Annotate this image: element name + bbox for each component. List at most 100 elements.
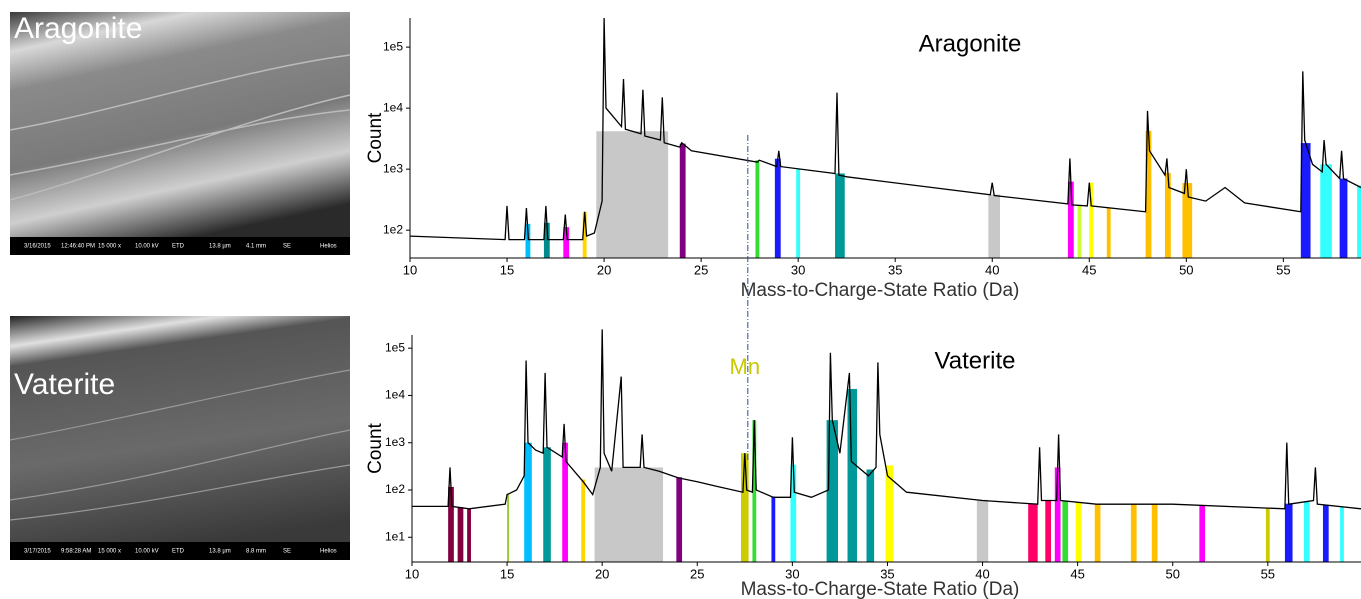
range-band (771, 496, 776, 562)
y-tick-label: 1e2 (385, 482, 405, 496)
image-info: 3/16/2015 (24, 244, 51, 250)
range-band (467, 508, 471, 562)
sem-image (9, 12, 351, 255)
range-band (676, 477, 683, 562)
x-tick-label: 25 (694, 262, 708, 277)
range-band (525, 223, 531, 258)
range-band (755, 160, 760, 258)
image-label: Vaterite (14, 368, 115, 401)
x-tick-label: 15 (500, 262, 514, 277)
range-band (1164, 172, 1171, 258)
x-tick-label: 50 (1165, 566, 1179, 581)
info-bar (10, 542, 350, 560)
x-tick-label: 35 (888, 262, 902, 277)
chart-title: Vaterite (935, 347, 1016, 374)
x-tick-label: 50 (1179, 262, 1193, 277)
chart-title: Aragonite (919, 30, 1022, 57)
range-band (741, 453, 749, 562)
y-tick-label: 1e5 (385, 340, 405, 354)
y-axis-label: Count (365, 112, 386, 163)
x-tick-label: 25 (690, 566, 704, 581)
sem-image (9, 316, 351, 560)
range-band (1062, 500, 1069, 562)
x-tick-label: 40 (985, 262, 999, 277)
image-info: 4.1 mm (246, 244, 266, 250)
range-band (1067, 181, 1074, 258)
range-band (1284, 503, 1293, 562)
range-band (563, 227, 570, 258)
range-band (679, 143, 686, 258)
range-band (988, 194, 1001, 258)
x-tick-label: 20 (597, 262, 611, 277)
range-band (1077, 205, 1082, 258)
x-axis-label: Mass-to-Charge-State Ratio (Da) (741, 280, 1020, 301)
range-band (796, 168, 801, 258)
range-band (1106, 207, 1111, 258)
x-tick-label: 30 (791, 262, 805, 277)
image-info: 10.00 kV (135, 244, 159, 250)
range-band (543, 447, 551, 562)
range-band (1340, 506, 1344, 562)
annotation-label: Mn (730, 354, 761, 379)
range-band (1265, 508, 1270, 562)
image-info: 15 000 x (98, 244, 121, 250)
range-band (1151, 504, 1158, 562)
y-tick-label: 1e3 (383, 161, 403, 175)
range-band (594, 467, 664, 562)
range-band (1045, 500, 1052, 562)
image-label: Aragonite (14, 12, 142, 45)
range-band (1094, 504, 1101, 562)
x-tick-label: 40 (975, 566, 989, 581)
y-tick-label: 1e1 (385, 529, 405, 543)
streaks (9, 54, 351, 201)
image-info: Helios (320, 549, 337, 555)
x-tick-label: 15 (500, 566, 514, 581)
range-band (774, 158, 781, 258)
range-band (1054, 467, 1061, 562)
image-info: 10.00 kV (135, 549, 159, 555)
x-tick-label: 45 (1070, 566, 1084, 581)
image-info: ETD (172, 549, 185, 555)
image-info: 3/17/2015 (24, 549, 51, 555)
image-info: 13.8 µm (209, 244, 231, 250)
info-bar (10, 237, 350, 255)
range-band (1357, 185, 1361, 258)
range-band (835, 173, 845, 258)
range-band (1339, 178, 1348, 258)
range-band (885, 465, 894, 562)
chart: 10 15 20 25 30 35 40 45 50 55 1e1 1e2 1e3 1e4 1e5 Vater… (365, 135, 1361, 599)
range-band (1322, 504, 1329, 562)
x-tick-label: 30 (785, 566, 799, 581)
image-info: 12:46:40 PM (61, 244, 95, 250)
range-band (790, 464, 797, 562)
range-band (847, 388, 858, 562)
range-band (507, 493, 510, 562)
range-band (752, 420, 757, 562)
y-axis-label: Count (365, 422, 386, 473)
x-tick-label: 20 (595, 566, 609, 581)
range-band (1199, 505, 1206, 562)
image-info: ETD (172, 244, 185, 250)
range-band (1303, 501, 1310, 562)
y-tick-label: 1e3 (385, 435, 405, 449)
spectrum-line (409, 17, 1361, 241)
streaks (9, 369, 351, 521)
range-band (596, 131, 669, 258)
x-tick-label: 55 (1261, 566, 1275, 581)
x-axis-label: Mass-to-Charge-State Ratio (Da) (741, 579, 1020, 599)
range-band (581, 479, 586, 562)
x-tick-label: 35 (880, 566, 894, 581)
y-tick-label: 1e2 (383, 222, 403, 236)
image-info: 13.8 µm (209, 549, 231, 555)
y-tick-label: 1e4 (385, 388, 405, 402)
range-band (866, 469, 875, 562)
image-area (10, 12, 350, 255)
range-band (562, 442, 568, 562)
image-info: 9:58:28 AM (61, 549, 91, 555)
range-band (1089, 182, 1094, 258)
range-band (1320, 164, 1332, 258)
image-info: SE (283, 244, 291, 250)
range-band (457, 507, 464, 562)
range-band (1182, 183, 1193, 258)
spectrum-line (412, 329, 1361, 510)
